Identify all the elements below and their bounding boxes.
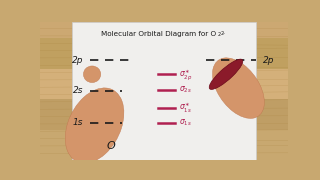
Bar: [40, 38, 288, 69]
Ellipse shape: [65, 88, 124, 163]
Bar: [72, 22, 256, 160]
Ellipse shape: [212, 58, 264, 118]
Text: $\sigma_{1s}^{\ast}$: $\sigma_{1s}^{\ast}$: [179, 100, 192, 115]
Bar: [40, 130, 288, 160]
Text: O: O: [106, 141, 115, 151]
Ellipse shape: [209, 59, 243, 89]
Text: 1s: 1s: [73, 118, 84, 127]
Bar: [40, 99, 288, 130]
Text: $\sigma_{2p}^{\ast}$: $\sigma_{2p}^{\ast}$: [179, 67, 192, 82]
Text: 2s: 2s: [73, 86, 84, 95]
Text: $\sigma_{1s}$: $\sigma_{1s}$: [179, 118, 192, 128]
Ellipse shape: [84, 66, 101, 83]
Bar: [40, 8, 288, 38]
Text: 2: 2: [218, 32, 221, 37]
Text: Molecular Orbital Diagram for O: Molecular Orbital Diagram for O: [101, 31, 217, 37]
Text: 2p: 2p: [263, 56, 275, 65]
Text: $\sigma_{2s}$: $\sigma_{2s}$: [179, 84, 192, 95]
Text: 2-: 2-: [221, 31, 226, 36]
Bar: [40, 69, 288, 99]
Text: 2p: 2p: [72, 56, 84, 65]
